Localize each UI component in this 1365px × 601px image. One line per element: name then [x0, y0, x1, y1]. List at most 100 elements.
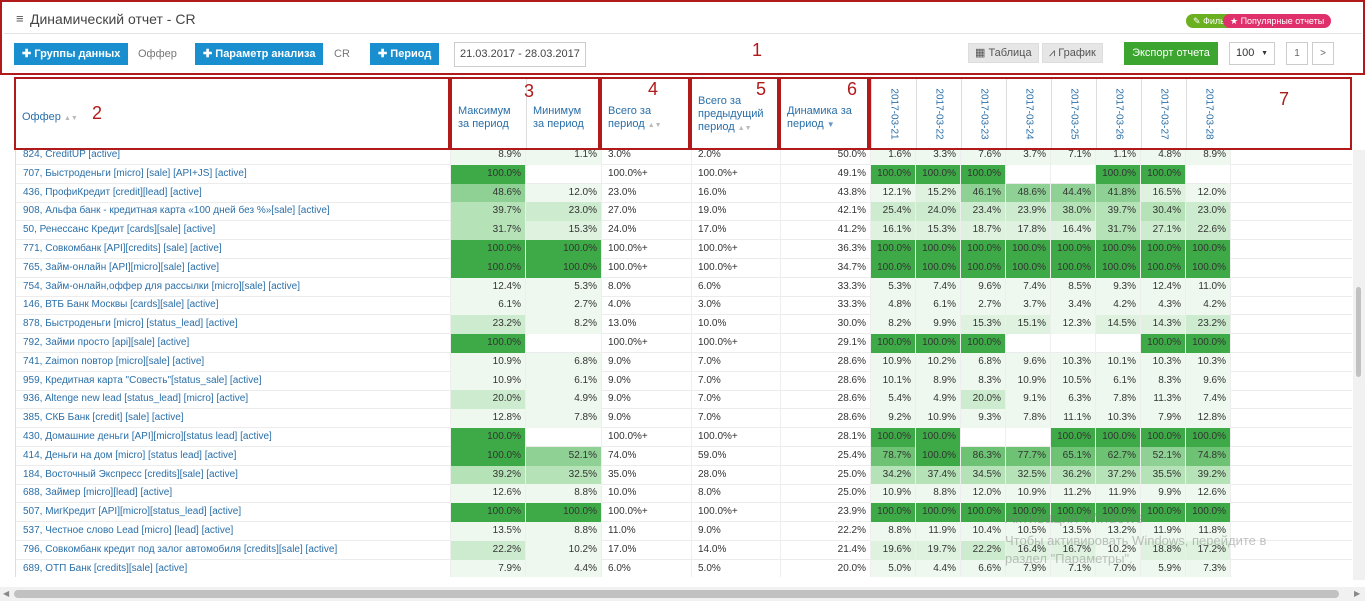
marker-2: 2 [92, 103, 103, 123]
prev-cell: 10.0% [692, 315, 781, 335]
offer-name-link[interactable]: 741, Zaimon повтор [micro][sale] [active… [16, 352, 451, 372]
day-value-cell: 100.0% [961, 258, 1006, 278]
date-column-header[interactable]: 2017-03-24 [1006, 79, 1051, 148]
data-groups-button[interactable]: ✚ Группы данных [14, 43, 129, 65]
day-value-cell: 18.8% [1141, 540, 1186, 560]
table-row: 146, ВТБ Банк Москвы [cards][sale] [acti… [16, 296, 1352, 316]
offer-column-header[interactable]: Оффер ▲▼ [22, 111, 78, 123]
offer-name-link[interactable]: 414, Деньги на дом [micro] [status lead]… [16, 446, 451, 466]
date-column-header[interactable]: 2017-03-27 [1141, 79, 1186, 148]
offer-name-link[interactable]: 959, Кредитная карта "Совесть"[status_sa… [16, 371, 451, 391]
max-column-header[interactable]: Максимум за период [452, 79, 527, 148]
date-label: 2017-03-25 [1068, 87, 1080, 140]
sort-icon: ▲▼ [63, 115, 78, 122]
offer-name-link[interactable]: 689, ОТП Банк [credits][sale] [active] [16, 559, 451, 577]
day-value-cell: 10.4% [961, 522, 1006, 541]
day-value-cell: 100.0% [1141, 240, 1186, 259]
popular-reports-button[interactable]: ★ Популярные отчеты [1223, 14, 1332, 28]
day-value-cell: 100.0% [1051, 240, 1096, 259]
offer-name-link[interactable]: 50, Ренессанс Кредит [cards][sale] [acti… [16, 221, 451, 241]
date-column-header[interactable]: 2017-03-28 [1186, 79, 1231, 148]
offer-name-link[interactable]: 688, Займер [micro][lead] [active] [16, 484, 451, 504]
date-range-input[interactable]: 21.03.2017 - 28.03.2017 [454, 42, 586, 67]
table-row: 707, Быстроденьги [micro] [sale] [API+JS… [16, 164, 1352, 184]
page-size-select[interactable]: 100 ▼ [1229, 42, 1275, 65]
horizontal-scrollbar[interactable]: ◀ ▶ [0, 587, 1365, 601]
offer-name-link[interactable]: 908, Альфа банк - кредитная карта «100 д… [16, 202, 451, 222]
export-button[interactable]: Экспорт отчета [1124, 42, 1218, 65]
offer-name-link[interactable]: 184, Восточный Экспресс [credits][sale] … [16, 465, 451, 485]
day-value-cell: 37.2% [1096, 465, 1141, 485]
offer-name-link[interactable]: 765, Займ-онлайн [API][micro][sale] [act… [16, 258, 451, 278]
next-page-button[interactable]: > [1312, 42, 1334, 65]
menu-icon[interactable]: ≡ [16, 11, 24, 26]
horizontal-scroll-thumb[interactable] [14, 590, 1339, 598]
page-title: Динамический отчет - CR [30, 11, 196, 27]
day-value-cell: 24.0% [916, 202, 961, 222]
day-value-cell: 7.8% [1006, 409, 1051, 429]
date-column-header[interactable]: 2017-03-25 [1051, 79, 1096, 148]
chart-view-button[interactable]: ⩘ График [1042, 43, 1103, 63]
day-value-cell: 14.3% [1141, 315, 1186, 335]
day-value-cell: 12.1% [871, 183, 916, 203]
table-row: 908, Альфа банк - кредитная карта «100 д… [16, 202, 1352, 222]
table-row: 796, Совкомбанк кредит под залог автомоб… [16, 540, 1352, 560]
date-column-header[interactable]: 2017-03-22 [916, 79, 961, 148]
day-value-cell: 100.0% [1186, 428, 1231, 447]
day-value-cell: 100.0% [1186, 334, 1231, 353]
day-value-cell: 4.8% [1141, 150, 1186, 165]
offer-name-link[interactable]: 792, Займи просто [api][sale] [active] [16, 334, 451, 353]
dynamics-column-header[interactable]: Динамика за период ▼ [787, 105, 852, 130]
day-value-cell: 77.7% [1006, 446, 1051, 466]
date-column-header[interactable]: 2017-03-21 [871, 79, 916, 148]
max-cell: 39.7% [451, 202, 526, 222]
offer-name-link[interactable]: 385, СКБ Банк [credit] [sale] [active] [16, 409, 451, 429]
dyn-cell: 30.0% [781, 315, 871, 335]
day-value-cell: 100.0% [1186, 503, 1231, 523]
offer-name-link[interactable]: 936, Altenge new lead [status_lead] [mic… [16, 390, 451, 410]
page-number[interactable]: 1 [1286, 42, 1308, 65]
day-value-cell: 8.5% [1051, 277, 1096, 297]
day-value-cell: 11.9% [1141, 522, 1186, 541]
period-button[interactable]: ✚ Период [370, 43, 440, 65]
min-column-header[interactable]: Минимум за период [533, 105, 584, 130]
offer-name-link[interactable]: 507, МигКредит [API][micro][status_lead]… [16, 503, 451, 523]
day-value-cell: 100.0% [916, 428, 961, 447]
table-row: 765, Займ-онлайн [API][micro][sale] [act… [16, 258, 1352, 278]
vertical-scroll-thumb[interactable] [1356, 287, 1361, 377]
windows-activation-title: Активация Windows [1005, 510, 1144, 527]
scroll-right-icon[interactable]: ▶ [1354, 589, 1361, 598]
total-cell: 17.0% [602, 540, 692, 560]
day-value-cell: 20.0% [961, 390, 1006, 410]
total-column-header[interactable]: Всего за период ▲▼ [608, 105, 662, 130]
vertical-scrollbar[interactable] [1353, 150, 1365, 580]
offer-name-link[interactable]: 146, ВТБ Банк Москвы [cards][sale] [acti… [16, 296, 451, 316]
total-header-box: Всего за период ▲▼ 4 [600, 77, 690, 150]
prev-total-column-header[interactable]: Всего за предыдущий период ▲▼ [698, 95, 764, 133]
day-value-cell: 23.0% [1186, 202, 1231, 222]
offer-name-link[interactable]: 754, Займ-онлайн,оффер для рассылки [mic… [16, 277, 451, 297]
date-label: 2017-03-26 [1113, 87, 1125, 140]
offer-name-link[interactable]: 796, Совкомбанк кредит под залог автомоб… [16, 540, 451, 560]
offer-name-link[interactable]: 537, Честное слово Lead [micro] [lead] [… [16, 522, 451, 541]
day-value-cell: 11.3% [1141, 390, 1186, 410]
analysis-param-button[interactable]: ✚ Параметр анализа [195, 43, 324, 65]
prev-cell: 6.0% [692, 277, 781, 297]
day-value-cell: 9.1% [1006, 390, 1051, 410]
date-column-header[interactable]: 2017-03-26 [1096, 79, 1141, 148]
offer-name-link[interactable]: 436, ПрофиКредит [credit][lead] [active] [16, 183, 451, 203]
scroll-left-icon[interactable]: ◀ [3, 589, 10, 598]
date-label: 2017-03-22 [933, 87, 945, 140]
offer-name-link[interactable]: 771, Совкомбанк [API][credits] [sale] [a… [16, 240, 451, 259]
day-value-cell: 15.2% [916, 183, 961, 203]
offer-name-link[interactable]: 878, Быстроденьги [micro] [status_lead] … [16, 315, 451, 335]
max-cell: 7.9% [451, 559, 526, 577]
day-value-cell: 100.0% [916, 503, 961, 523]
offer-name-link[interactable]: 824, CreditUP [active] [16, 150, 451, 165]
max-cell: 100.0% [451, 164, 526, 184]
total-cell: 9.0% [602, 371, 692, 391]
offer-name-link[interactable]: 430, Домашние деньги [API][micro][status… [16, 428, 451, 447]
date-column-header[interactable]: 2017-03-23 [961, 79, 1006, 148]
table-view-button[interactable]: ▦ Таблица [968, 43, 1039, 63]
offer-name-link[interactable]: 707, Быстроденьги [micro] [sale] [API+JS… [16, 164, 451, 184]
